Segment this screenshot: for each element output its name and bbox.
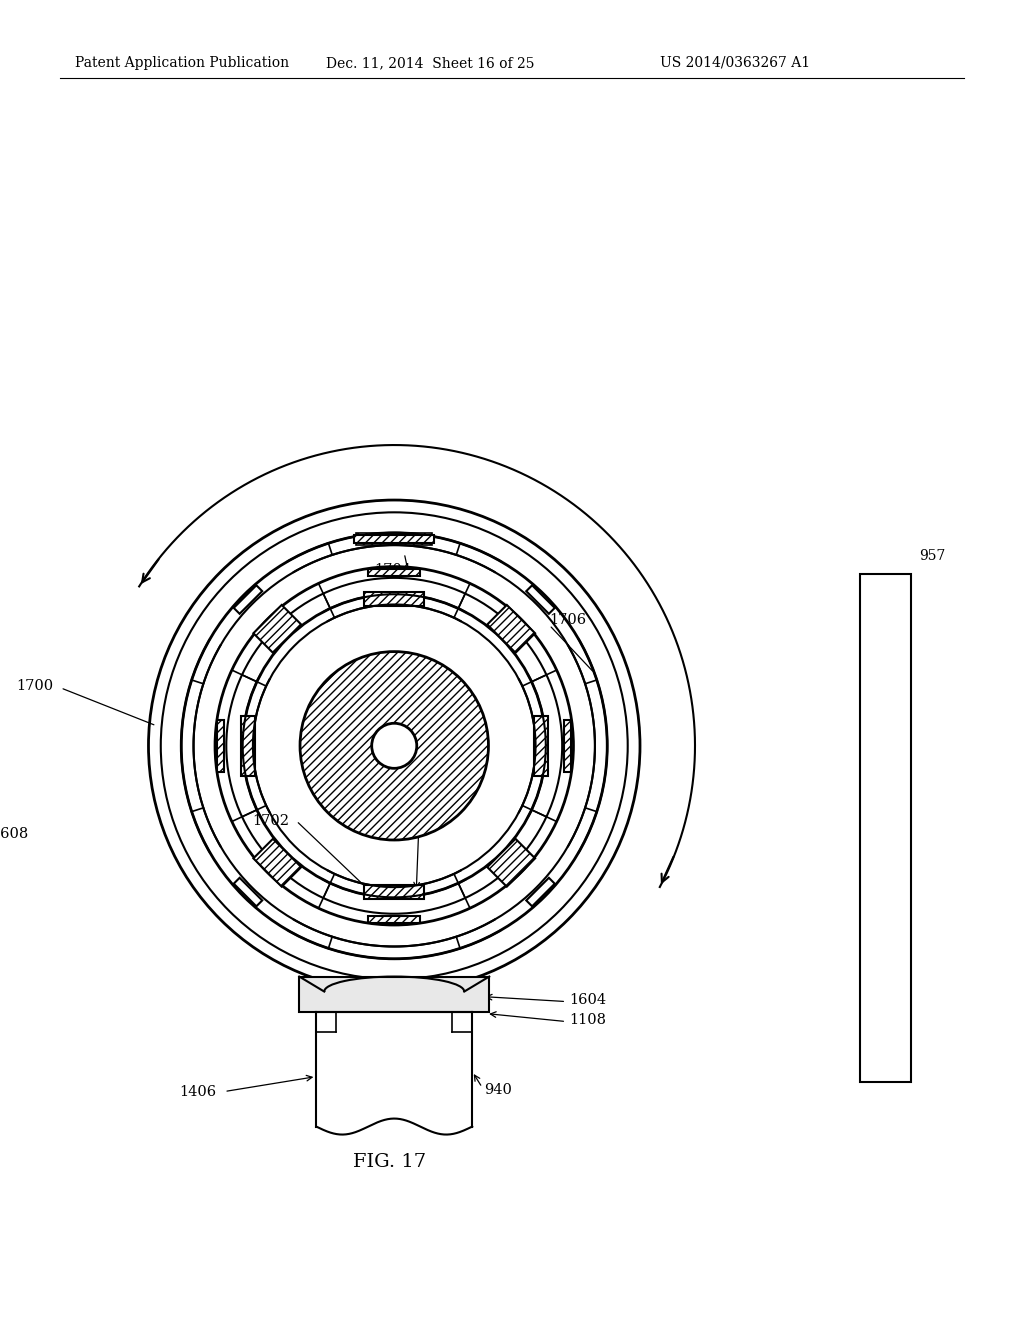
Text: 957: 957 [920,549,946,564]
Text: 1700: 1700 [16,678,53,693]
Text: 940: 940 [484,1082,512,1097]
Polygon shape [243,723,253,768]
Circle shape [243,594,546,898]
Polygon shape [241,715,255,776]
Circle shape [148,500,640,991]
Text: 1704: 1704 [374,564,412,577]
Text: Patent Application Publication: Patent Application Publication [75,55,289,70]
Circle shape [253,605,536,887]
Text: 1706: 1706 [549,612,587,627]
Polygon shape [526,585,555,614]
Text: US 2014/0363267 A1: US 2014/0363267 A1 [660,55,810,70]
Polygon shape [536,723,546,768]
Text: FIG. 17: FIG. 17 [352,1152,426,1171]
Polygon shape [354,535,434,543]
Circle shape [215,566,573,925]
Circle shape [181,533,607,958]
Polygon shape [217,719,224,772]
Polygon shape [356,533,432,545]
Polygon shape [373,887,416,898]
Bar [299,977,489,1011]
Circle shape [300,652,488,840]
Circle shape [194,545,595,946]
Polygon shape [487,838,536,887]
Text: 1108: 1108 [569,1012,606,1027]
Polygon shape [534,715,548,776]
Text: Dec. 11, 2014  Sheet 16 of 25: Dec. 11, 2014 Sheet 16 of 25 [326,55,535,70]
Polygon shape [365,886,424,899]
Polygon shape [373,594,416,605]
Polygon shape [365,593,424,606]
Polygon shape [564,719,571,772]
Bar [860,574,911,1082]
Polygon shape [253,838,301,887]
Text: 1604: 1604 [569,993,606,1007]
Text: 1608: 1608 [0,826,29,841]
Text: 1702: 1702 [252,814,289,828]
Polygon shape [253,605,301,653]
Circle shape [161,512,628,979]
Polygon shape [369,569,420,576]
Polygon shape [487,605,536,653]
Polygon shape [526,878,555,907]
Circle shape [372,723,417,768]
Circle shape [226,578,562,913]
Text: 1406: 1406 [179,1085,216,1098]
Polygon shape [369,916,420,923]
Polygon shape [233,878,262,907]
Polygon shape [233,585,262,614]
Text: 1606: 1606 [415,810,452,825]
